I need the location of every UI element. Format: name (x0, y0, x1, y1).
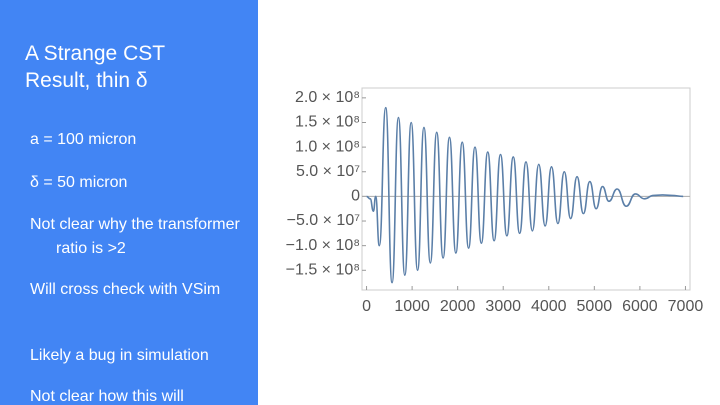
plot-frame (361, 87, 691, 291)
x-tick-label: 5000 (577, 298, 613, 315)
bullet: Not clear how this will (30, 388, 184, 405)
x-tick-label: 6000 (622, 298, 658, 315)
y-tick-label: 0 (351, 188, 360, 205)
bullet: Not clear why the transformer ratio is >… (30, 216, 240, 257)
bullet: a = 100 micron (30, 131, 137, 148)
y-tick-label: −1.0 × 10⁸ (286, 237, 360, 254)
bullet: Will cross check with VSim (30, 281, 221, 298)
y-tick-label: 5.0 × 10⁷ (296, 163, 360, 180)
bullet: δ = 50 micron (30, 174, 128, 191)
y-tick-label: 1.0 × 10⁸ (295, 138, 360, 155)
data-line (366, 106, 684, 284)
y-tick-label: 1.5 × 10⁸ (295, 114, 360, 131)
y-tick-label: 2.0 × 10⁸ (295, 89, 360, 106)
x-tick-label: 3000 (485, 298, 521, 315)
x-tick-label: 1000 (394, 298, 430, 315)
y-tick-label: −1.5 × 10⁸ (286, 262, 360, 279)
x-tick-label: 0 (362, 298, 371, 315)
bullet: Likely a bug in simulation (30, 347, 209, 364)
x-tick-label: 4000 (531, 298, 567, 315)
x-tick-label: 2000 (440, 298, 476, 315)
y-tick-label: −5.0 × 10⁷ (287, 212, 361, 229)
x-tick-label: 7000 (668, 298, 704, 315)
chart-background (277, 84, 710, 318)
slide-title: A Strange CST Result, thin δ (25, 42, 165, 92)
side-panel: A Strange CST Result, thin δ a = 100 mic… (0, 0, 258, 405)
